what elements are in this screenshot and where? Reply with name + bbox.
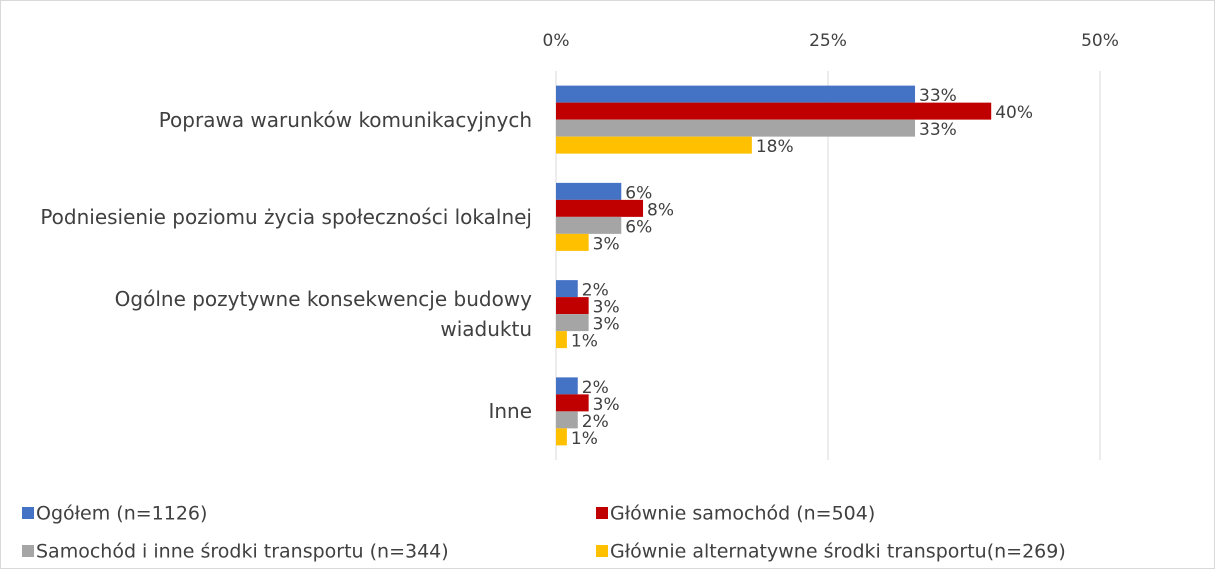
category-label: Poprawa warunków komunikacyjnych <box>158 107 532 132</box>
data-label: 18% <box>756 137 794 157</box>
legend-swatch <box>22 545 34 557</box>
bar <box>556 199 644 217</box>
data-label: 6% <box>625 183 652 203</box>
data-label: 3% <box>593 315 620 335</box>
category-label: Inne <box>488 399 532 424</box>
bar <box>556 428 567 446</box>
bar <box>556 136 752 154</box>
bar <box>556 331 567 349</box>
data-label: 3% <box>593 298 620 318</box>
bar <box>556 314 589 332</box>
bar <box>556 377 578 395</box>
data-label: 2% <box>582 281 609 301</box>
bar <box>556 182 622 200</box>
bar <box>556 297 589 315</box>
bar <box>556 394 589 412</box>
data-label: 2% <box>582 378 609 398</box>
data-label: 33% <box>919 86 957 106</box>
legend-label: Samochód i inne środki transportu (n=344… <box>36 541 449 563</box>
legend-label: Ogółem (n=1126) <box>36 503 207 525</box>
bar <box>556 280 578 298</box>
bar <box>556 411 578 429</box>
data-label: 8% <box>647 200 674 220</box>
legend-swatch <box>596 507 608 519</box>
category-label: Ogólne pozytywne konsekwencje budowy wia… <box>114 287 532 342</box>
data-label: 3% <box>593 234 620 254</box>
bar <box>556 119 916 137</box>
data-label: 2% <box>582 412 609 432</box>
data-label: 6% <box>625 217 652 237</box>
legend-label: Głównie samochód (n=504) <box>610 503 875 525</box>
legend-swatch <box>596 545 608 557</box>
legend-label: Głównie alternatywne środki transportu(n… <box>610 541 1066 563</box>
category-label: Podniesienie poziomu życia społeczności … <box>40 204 532 229</box>
bar <box>556 233 589 251</box>
bar <box>556 216 622 234</box>
legend-swatch <box>22 507 34 519</box>
bar <box>556 85 916 103</box>
x-tick-label: 50% <box>1081 31 1119 51</box>
data-label: 33% <box>919 120 957 140</box>
bar <box>556 102 992 120</box>
data-label: 3% <box>593 395 620 415</box>
data-label: 1% <box>571 332 598 352</box>
x-tick-label: 25% <box>809 31 847 51</box>
data-label: 1% <box>571 429 598 449</box>
data-label: 40% <box>995 103 1033 123</box>
x-tick-label: 0% <box>543 31 570 51</box>
